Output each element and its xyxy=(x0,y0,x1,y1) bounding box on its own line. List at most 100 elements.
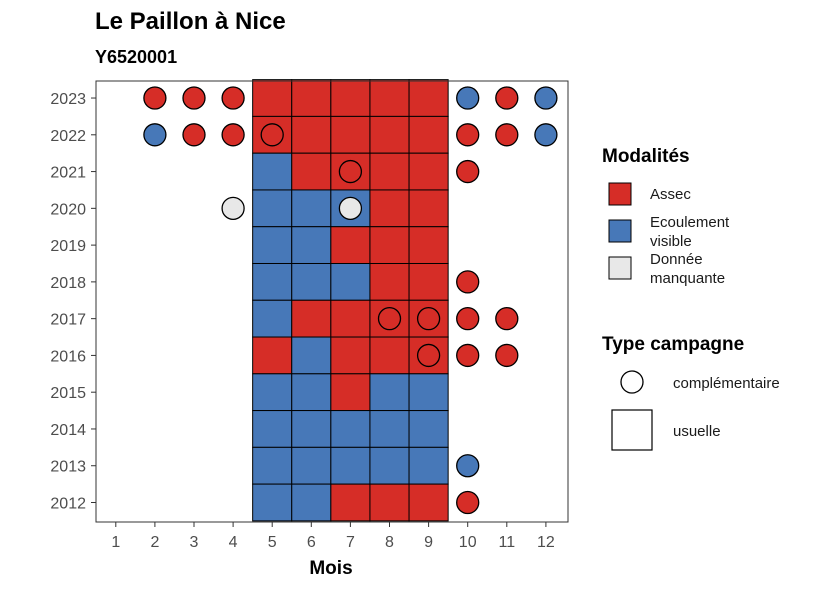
usual-cell-2013-m6 xyxy=(291,446,332,485)
usual-cell-2014-m8 xyxy=(369,410,410,448)
usual-cell-2018-m7 xyxy=(330,263,371,301)
usual-cell-2019-m7 xyxy=(330,226,371,264)
usual-cell-2022-m8 xyxy=(369,115,410,154)
x-tick-label-12: 12 xyxy=(537,534,555,551)
comp-point-2016-m10 xyxy=(456,343,480,368)
comp-point-2023-m11 xyxy=(495,86,519,110)
comp-point-2023-m2 xyxy=(143,86,167,110)
usual-cell-2021-m5 xyxy=(252,152,293,191)
y-tick-label-2017: 2017 xyxy=(50,312,86,329)
usual-cell-2014-m5 xyxy=(252,410,293,448)
usual-cell-2013-m8 xyxy=(369,446,410,485)
comp-point-2023-m10 xyxy=(456,86,480,110)
usual-cell-2012-m8 xyxy=(369,483,410,522)
comp-point-2023-m12 xyxy=(534,86,558,110)
usual-cell-2012-m9 xyxy=(408,483,449,522)
usual-cells-group xyxy=(252,79,449,522)
legend-title-modalites: Modalités xyxy=(602,146,690,167)
usual-cell-2012-m7 xyxy=(330,483,371,522)
y-tick-label-2020: 2020 xyxy=(50,201,86,218)
legend-swatch-E xyxy=(608,219,632,243)
usual-cell-2015-m7 xyxy=(330,373,371,412)
usual-cell-2019-m6 xyxy=(291,226,332,264)
comp-point-2016-m9 xyxy=(416,343,441,368)
legend-label-E-0: Ecoulement xyxy=(650,214,730,231)
comp-point-2012-m10 xyxy=(456,490,480,515)
usual-cell-2023-m9 xyxy=(408,79,449,117)
usual-cell-2018-m9 xyxy=(408,263,449,301)
comp-point-2022-m2 xyxy=(143,123,167,147)
comp-point-2021-m7 xyxy=(338,159,363,184)
comp-point-2017-m8 xyxy=(377,306,402,331)
comp-point-2022-m12 xyxy=(534,123,558,147)
legend-shape-square xyxy=(611,409,653,451)
legend-label-E-1: visible xyxy=(650,233,692,250)
usual-cell-2017-m7 xyxy=(330,299,371,338)
usual-cell-2012-m5 xyxy=(252,483,293,522)
legend-swatch-A xyxy=(608,182,632,206)
x-tick-label-6: 6 xyxy=(307,534,316,551)
legend-title-campagne: Type campagne xyxy=(602,334,744,355)
usual-cell-2014-m9 xyxy=(408,410,449,448)
comp-point-2020-m7 xyxy=(338,196,363,220)
legend-campagne-items: complémentaire usuelle xyxy=(611,370,780,451)
legend-label-complementaire: complémentaire xyxy=(673,375,780,392)
comp-point-2021-m10 xyxy=(456,159,480,184)
legend-swatch-M xyxy=(608,256,632,280)
usual-cell-2017-m5 xyxy=(252,299,293,338)
usual-cell-2021-m8 xyxy=(369,152,410,191)
legend-label-A-0: Assec xyxy=(650,186,691,203)
y-tick-label-2012: 2012 xyxy=(50,496,86,513)
usual-cell-2020-m5 xyxy=(252,189,293,228)
usual-cell-2022-m6 xyxy=(291,115,332,154)
x-tick-label-2: 2 xyxy=(150,534,159,551)
x-tick-label-1: 1 xyxy=(111,534,120,551)
usual-cell-2019-m9 xyxy=(408,226,449,264)
usual-cell-2021-m6 xyxy=(291,152,332,191)
legend-label-M-0: Donnée xyxy=(650,251,703,268)
usual-cell-2021-m9 xyxy=(408,152,449,191)
y-tick-label-2023: 2023 xyxy=(50,91,86,108)
x-tick-label-4: 4 xyxy=(229,534,238,551)
x-tick-label-9: 9 xyxy=(424,534,433,551)
usual-cell-2013-m5 xyxy=(252,446,293,485)
usual-cell-2018-m5 xyxy=(252,263,293,301)
comp-point-2017-m10 xyxy=(456,306,480,331)
usual-cell-2022-m9 xyxy=(408,115,449,154)
usual-cell-2016-m8 xyxy=(369,336,410,375)
comp-point-2020-m4 xyxy=(221,196,245,220)
legend-shape-circle xyxy=(620,370,644,394)
usual-cell-2023-m7 xyxy=(330,79,371,117)
legend-label-M-1: manquante xyxy=(650,270,725,287)
x-axis-title: Mois xyxy=(309,558,352,579)
y-tick-label-2022: 2022 xyxy=(50,128,86,145)
usual-cell-2020-m6 xyxy=(291,189,332,228)
x-tick-label-10: 10 xyxy=(459,534,477,551)
comp-point-2022-m11 xyxy=(495,123,519,147)
usual-cell-2016-m6 xyxy=(291,336,332,375)
usual-cell-2012-m6 xyxy=(291,483,332,522)
y-tick-label-2021: 2021 xyxy=(50,165,86,182)
comp-point-2022-m5 xyxy=(260,123,284,147)
usual-cell-2023-m6 xyxy=(291,79,332,117)
usual-cell-2020-m8 xyxy=(369,189,410,228)
y-tick-label-2015: 2015 xyxy=(50,385,86,402)
usual-cell-2013-m9 xyxy=(408,446,449,485)
x-tick-label-5: 5 xyxy=(268,534,277,551)
usual-cell-2016-m5 xyxy=(252,336,293,375)
usual-cell-2018-m6 xyxy=(291,263,332,301)
usual-cell-2017-m6 xyxy=(291,299,332,338)
y-tick-label-2013: 2013 xyxy=(50,459,86,476)
usual-cell-2023-m8 xyxy=(369,79,410,117)
comp-point-2022-m3 xyxy=(182,123,206,147)
comp-point-2016-m11 xyxy=(495,343,519,368)
usual-cell-2014-m7 xyxy=(330,410,371,448)
comp-point-2017-m11 xyxy=(495,306,519,331)
comp-point-2023-m4 xyxy=(221,86,245,110)
usual-cell-2013-m7 xyxy=(330,446,371,485)
usual-cell-2015-m5 xyxy=(252,373,293,412)
complementary-points-group xyxy=(143,86,558,515)
chart-title: Le Paillon à Nice xyxy=(95,8,286,35)
x-tick-label-8: 8 xyxy=(385,534,394,551)
